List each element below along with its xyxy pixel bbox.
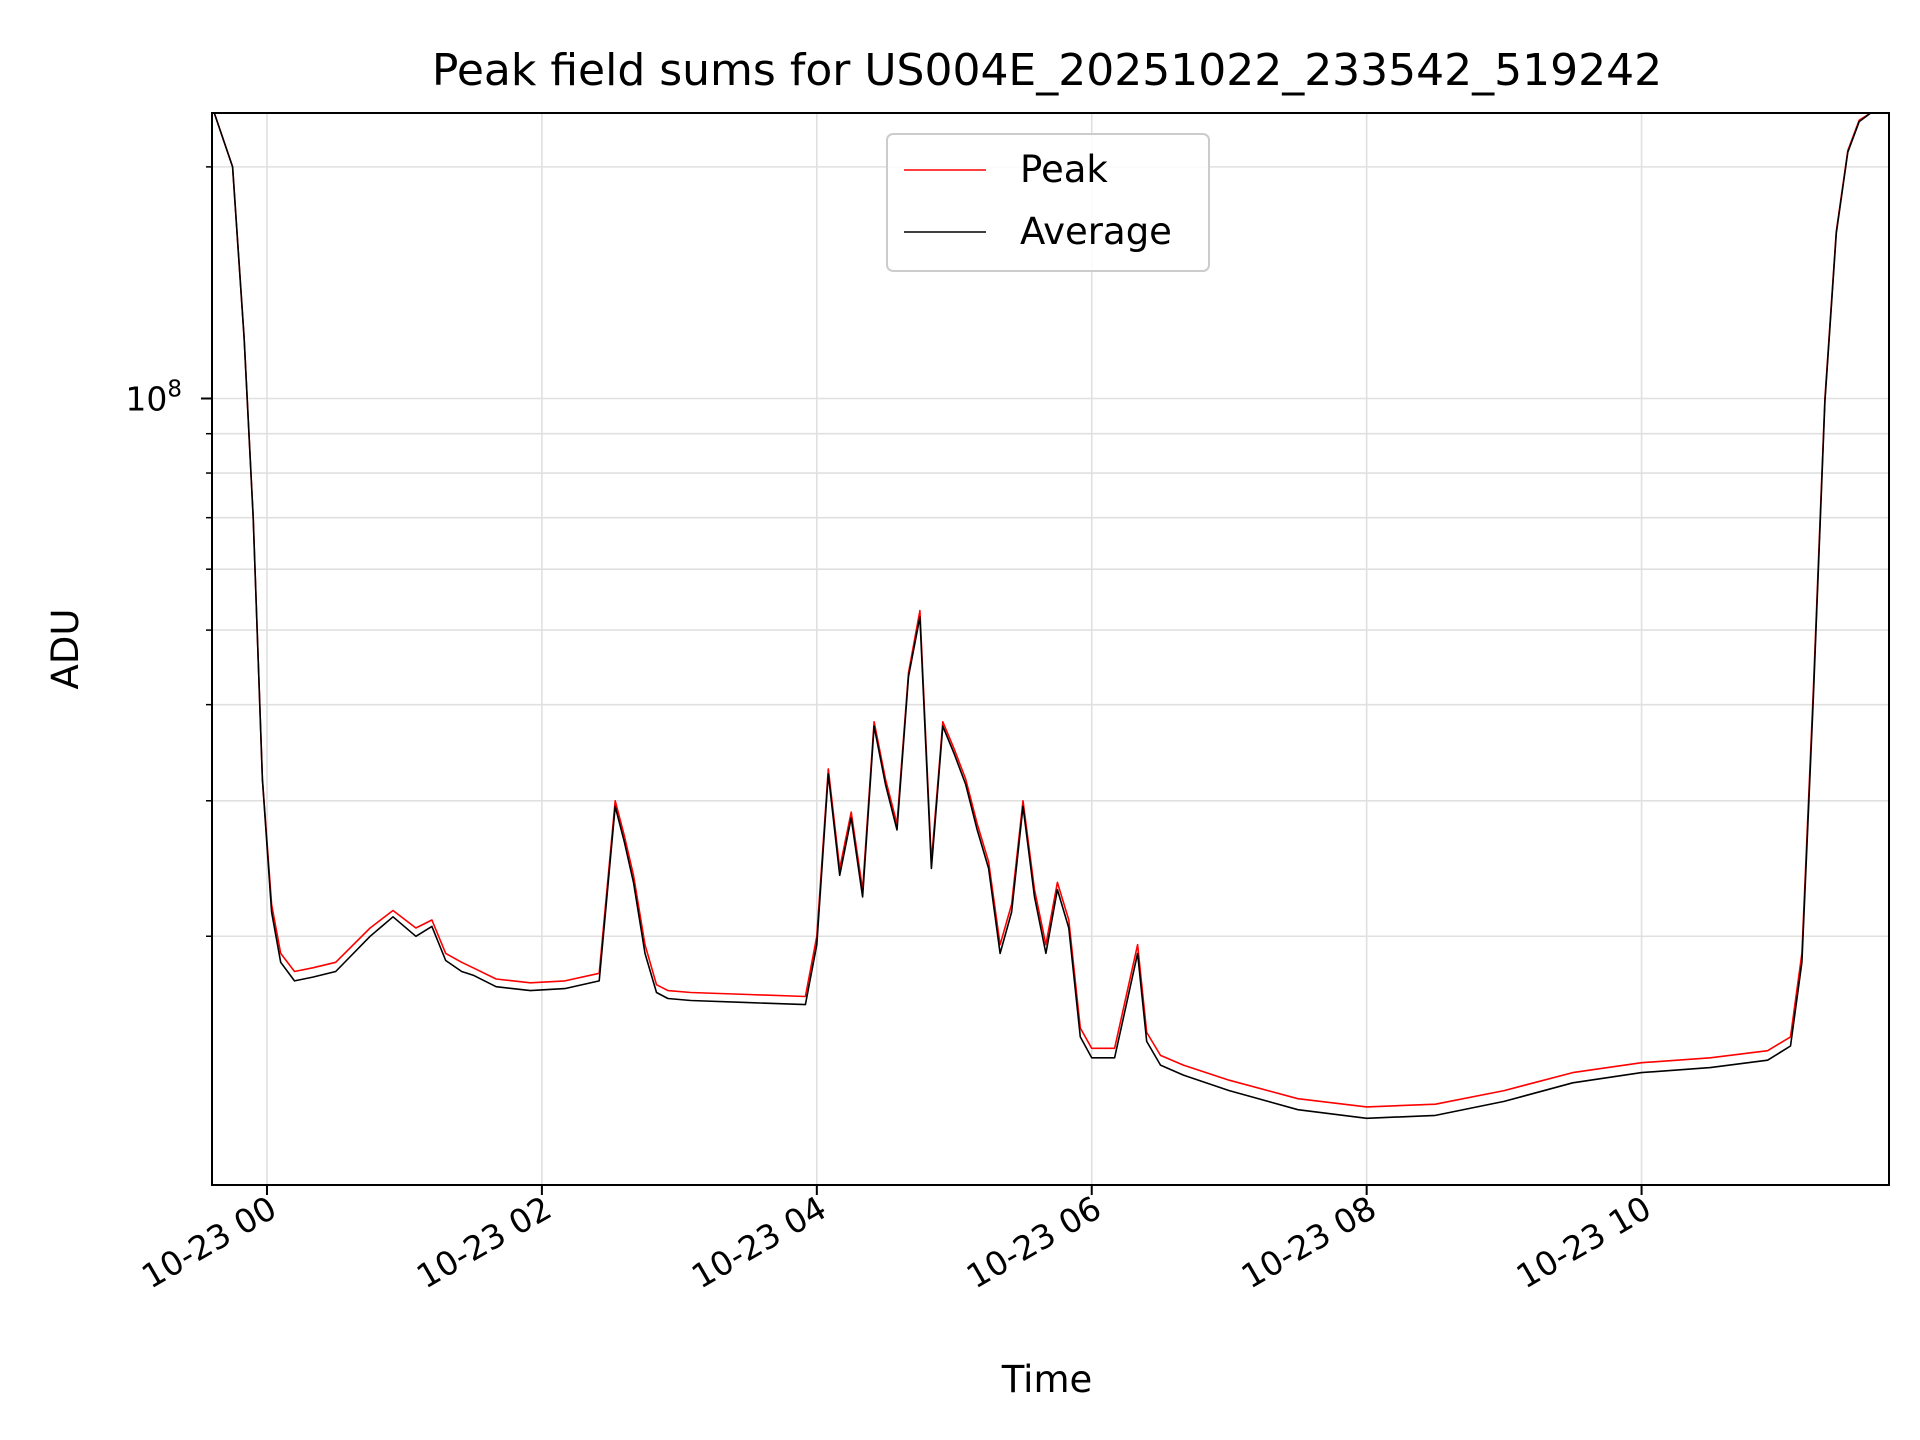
legend-label-peak: Peak	[1020, 148, 1108, 191]
legend-box	[886, 133, 1210, 272]
y-tick-label: 108	[125, 376, 182, 418]
x-axis-label: Time	[1001, 1358, 1093, 1401]
series-line-peak	[213, 113, 1883, 1108]
y-axis: 108	[125, 166, 212, 938]
series-line-average	[213, 113, 1883, 1120]
plot-frame	[211, 112, 1890, 1186]
chart-title: Peak field sums for US004E_20251022_2335…	[432, 45, 1662, 96]
legend: Peak Average	[886, 133, 1210, 272]
y-axis-label: ADU	[44, 609, 87, 690]
series-layer	[213, 113, 1883, 1120]
legend-label-average: Average	[1020, 210, 1172, 253]
